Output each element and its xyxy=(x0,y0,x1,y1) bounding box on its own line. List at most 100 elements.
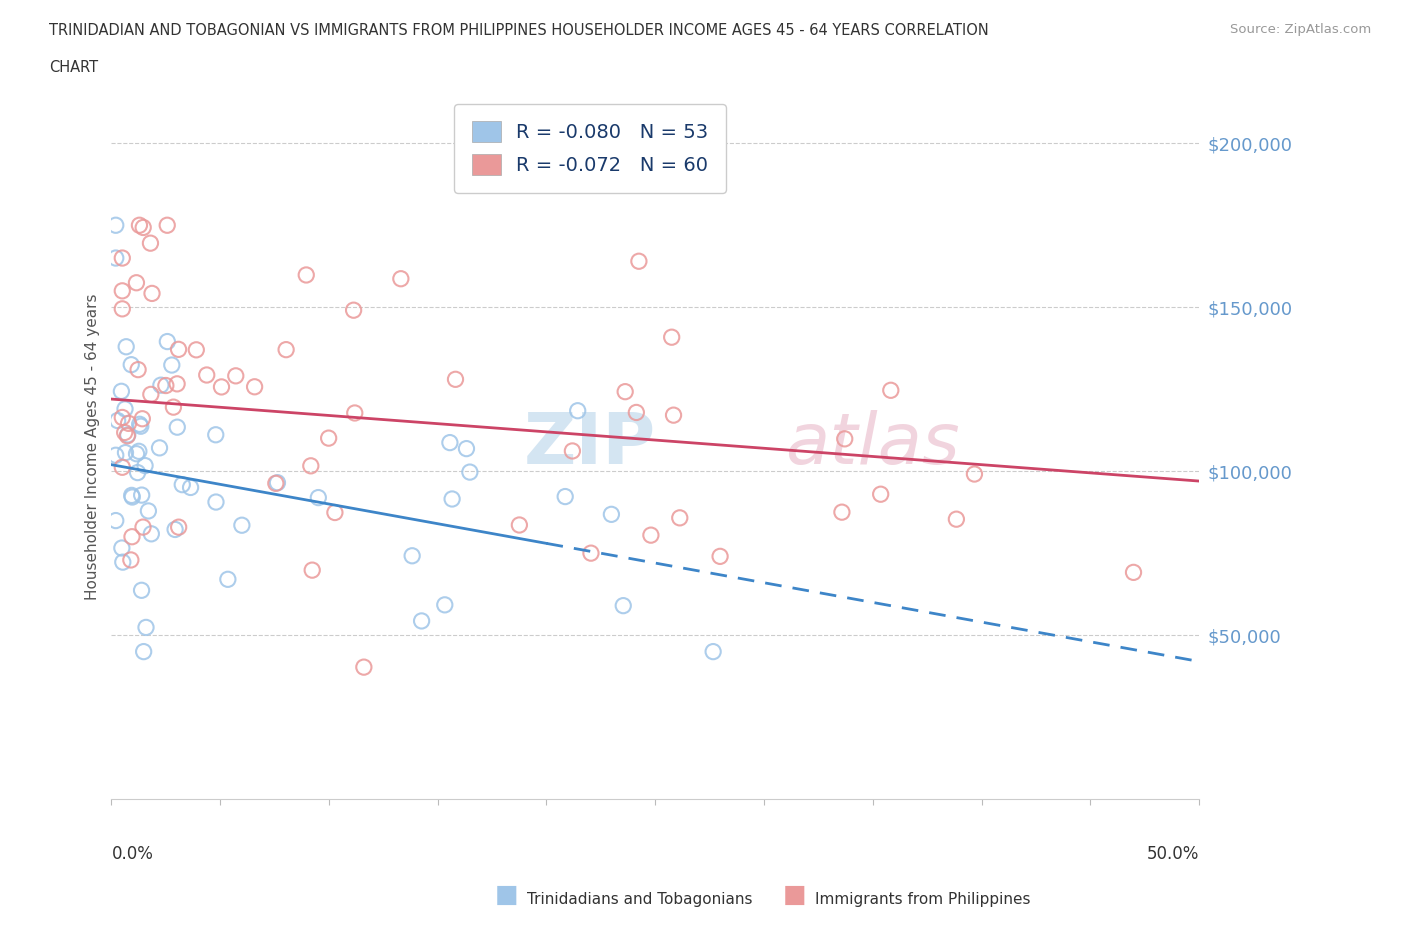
Y-axis label: Householder Income Ages 45 - 64 years: Householder Income Ages 45 - 64 years xyxy=(86,293,100,600)
Point xyxy=(149,378,172,392)
Point xyxy=(131,487,153,502)
Point xyxy=(640,527,662,542)
Point xyxy=(626,405,648,419)
Point xyxy=(668,511,690,525)
Text: ZIP: ZIP xyxy=(524,410,657,480)
Point xyxy=(139,235,162,250)
Point xyxy=(127,465,149,480)
Point xyxy=(111,540,134,555)
Point xyxy=(117,429,139,444)
Point xyxy=(458,465,481,480)
Point xyxy=(834,432,856,446)
Point xyxy=(301,563,323,578)
Point xyxy=(231,518,253,533)
Point xyxy=(299,458,322,473)
Point xyxy=(456,441,478,456)
Point xyxy=(129,418,152,433)
Point xyxy=(166,377,188,392)
Point xyxy=(401,549,423,564)
Text: ■: ■ xyxy=(783,883,806,907)
Point xyxy=(554,489,576,504)
Point xyxy=(225,368,247,383)
Point xyxy=(307,490,329,505)
Point xyxy=(579,546,602,561)
Text: TRINIDADIAN AND TOBAGONIAN VS IMMIGRANTS FROM PHILIPPINES HOUSEHOLDER INCOME AGE: TRINIDADIAN AND TOBAGONIAN VS IMMIGRANTS… xyxy=(49,23,988,38)
Point xyxy=(132,644,155,659)
Point xyxy=(121,488,143,503)
Point xyxy=(166,419,188,434)
Point xyxy=(125,275,148,290)
Point xyxy=(612,598,634,613)
Point xyxy=(156,218,179,232)
Point xyxy=(662,407,685,422)
Point xyxy=(411,614,433,629)
Point xyxy=(963,467,986,482)
Point xyxy=(433,597,456,612)
Point xyxy=(117,428,139,443)
Point xyxy=(132,220,155,235)
Point xyxy=(276,342,298,357)
Point xyxy=(128,218,150,232)
Point xyxy=(104,513,127,528)
Point xyxy=(167,342,190,357)
Point xyxy=(111,554,134,569)
Point xyxy=(141,286,163,301)
Point xyxy=(104,250,127,265)
Point xyxy=(180,480,202,495)
Point xyxy=(167,520,190,535)
Point xyxy=(114,402,136,417)
Point xyxy=(110,384,132,399)
Point xyxy=(104,218,127,232)
Point xyxy=(561,444,583,458)
Point xyxy=(614,384,637,399)
Point xyxy=(243,379,266,394)
Point xyxy=(155,379,177,393)
Point xyxy=(160,358,183,373)
Point xyxy=(353,659,375,674)
Point xyxy=(165,522,187,537)
Point xyxy=(115,339,138,354)
Point xyxy=(217,572,239,587)
Point xyxy=(107,413,129,428)
Point xyxy=(148,441,170,456)
Point xyxy=(114,445,136,460)
Text: Trinidadians and Tobagonians: Trinidadians and Tobagonians xyxy=(527,892,752,907)
Text: CHART: CHART xyxy=(49,60,98,75)
Point xyxy=(125,446,148,461)
Point xyxy=(114,425,136,440)
Point xyxy=(343,405,366,420)
Point xyxy=(205,495,228,510)
Text: ■: ■ xyxy=(495,883,517,907)
Point xyxy=(389,272,412,286)
Point xyxy=(135,620,157,635)
Point xyxy=(195,367,218,382)
Legend: R = -0.080   N = 53, R = -0.072   N = 60: R = -0.080 N = 53, R = -0.072 N = 60 xyxy=(454,104,725,193)
Point xyxy=(945,512,967,526)
Point xyxy=(709,549,731,564)
Point xyxy=(121,529,143,544)
Point xyxy=(204,427,226,442)
Point xyxy=(661,330,683,345)
Point xyxy=(120,552,142,567)
Point xyxy=(141,526,163,541)
Point xyxy=(444,372,467,387)
Point xyxy=(121,489,143,504)
Point xyxy=(111,410,134,425)
Point xyxy=(264,476,287,491)
Point xyxy=(111,301,134,316)
Point xyxy=(128,444,150,458)
Text: 50.0%: 50.0% xyxy=(1147,845,1199,863)
Point xyxy=(104,448,127,463)
Point xyxy=(117,416,139,431)
Point xyxy=(120,357,142,372)
Point xyxy=(111,250,134,265)
Point xyxy=(600,507,623,522)
Point xyxy=(318,431,340,445)
Text: Immigrants from Philippines: Immigrants from Philippines xyxy=(815,892,1031,907)
Point xyxy=(567,404,589,418)
Point xyxy=(869,486,891,501)
Point xyxy=(134,458,156,473)
Point xyxy=(508,518,530,533)
Point xyxy=(266,475,288,490)
Point xyxy=(439,435,461,450)
